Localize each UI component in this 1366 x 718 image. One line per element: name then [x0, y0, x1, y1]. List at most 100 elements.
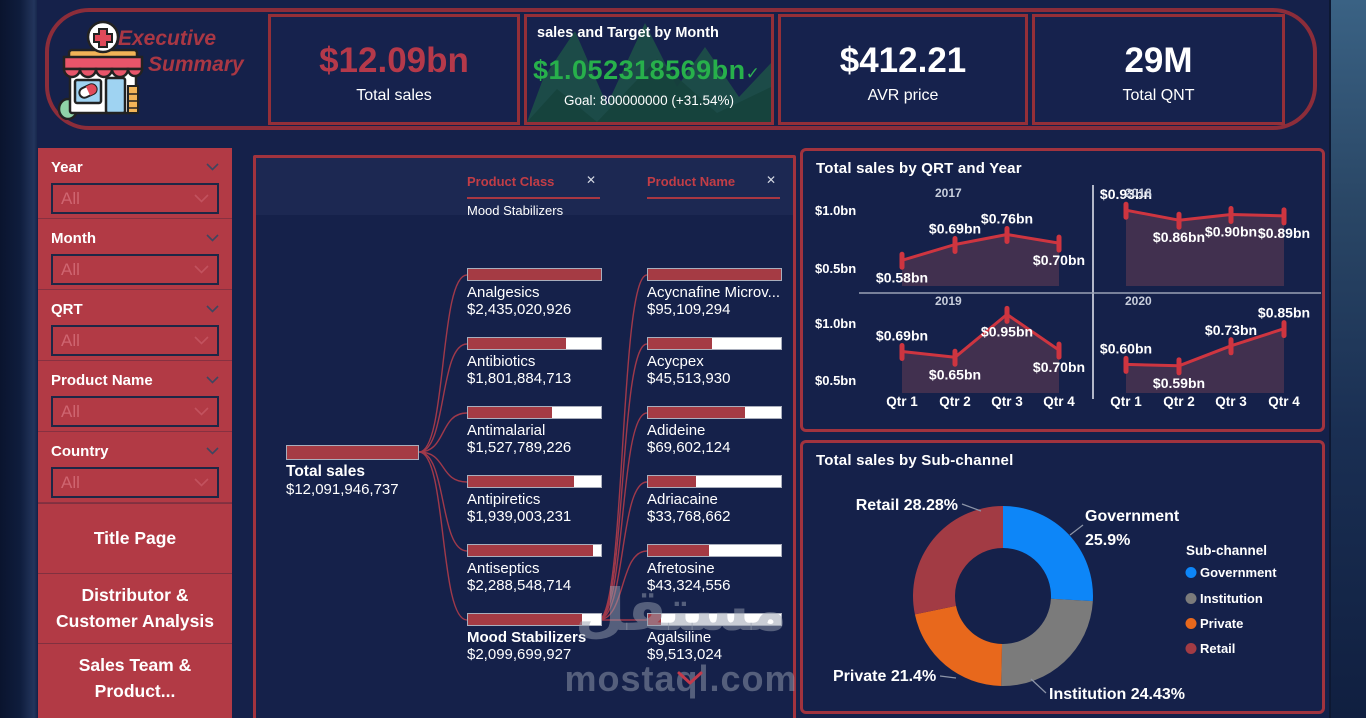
- svg-text:$0.93bn: $0.93bn: [1100, 186, 1152, 202]
- filter-sidebar: Year All Month All QRT All Product Name All Coun…: [38, 148, 232, 718]
- slicer-value: All: [61, 472, 80, 492]
- tree-node-bar: [467, 268, 602, 281]
- close-icon[interactable]: ✕: [766, 173, 777, 187]
- sales-target-goal: Goal: 800000000 (+31.54%): [563, 93, 734, 108]
- sub-channel-donut-chart[interactable]: Retail 28.28% Government 25.9% Private 21.4…: [803, 443, 1322, 709]
- svg-text:$0.65bn: $0.65bn: [929, 366, 981, 382]
- legend-swatch-private[interactable]: [1185, 618, 1197, 629]
- legend-swatch-government[interactable]: [1185, 567, 1197, 578]
- tree-node-name: Antiseptics: [467, 560, 540, 577]
- svg-text:$0.95bn: $0.95bn: [981, 323, 1033, 339]
- legend-swatch-retail[interactable]: [1185, 643, 1197, 654]
- svg-text:$0.86bn: $0.86bn: [1153, 229, 1205, 245]
- svg-text:$0.5bn: $0.5bn: [815, 373, 856, 388]
- chevron-down-icon[interactable]: [206, 376, 219, 384]
- expand-level-chevron-icon[interactable]: [676, 670, 704, 688]
- tree-node-value: $33,768,662: [647, 508, 731, 525]
- tree-node-antibiotics[interactable]: Antibiotics $1,801,884,713: [467, 337, 602, 387]
- total-sales-value: $12.09bn: [319, 41, 469, 80]
- svg-text:$1.0bn: $1.0bn: [815, 203, 856, 218]
- tree-node-antiseptics[interactable]: Antiseptics $2,288,548,714: [467, 544, 602, 594]
- slicer-dropdown[interactable]: All: [51, 183, 219, 214]
- slicer-value: All: [61, 401, 80, 421]
- svg-text:Qtr 1: Qtr 1: [886, 394, 918, 409]
- tree-node-name: Antimalarial: [467, 422, 546, 439]
- chevron-down-icon: [194, 194, 209, 203]
- tree-node-name: Adideine: [647, 422, 706, 439]
- left-edge-strip: [0, 0, 37, 718]
- slicer-value: All: [61, 188, 80, 208]
- slicer-dropdown[interactable]: All: [51, 467, 219, 498]
- tree-node-afretosine[interactable]: Afretosine $43,324,556: [647, 544, 782, 594]
- total-qnt-value: 29M: [1124, 41, 1193, 80]
- svg-text:Private 21.4%: Private 21.4%: [833, 668, 936, 685]
- tree-node-bar: [467, 337, 602, 350]
- right-edge-strip: [1329, 0, 1366, 718]
- tree-connectors: [418, 274, 648, 621]
- svg-text:$0.60bn: $0.60bn: [1100, 340, 1152, 356]
- tree-node-analgesics[interactable]: Analgesics $2,435,020,926: [467, 268, 602, 318]
- tree-node-bar: [467, 544, 602, 557]
- tree-node-adideine[interactable]: Adideine $69,602,124: [647, 406, 782, 456]
- tree-node-antimalarial[interactable]: Antimalarial $1,527,789,226: [467, 406, 602, 456]
- tree-node-acycnafine-microv[interactable]: Acycnafine Microv... $95,109,294: [647, 268, 782, 318]
- header-frame: [45, 8, 1317, 130]
- qrt-chart-title: Total sales by QRT and Year: [816, 160, 1022, 177]
- chevron-down-icon[interactable]: [206, 234, 219, 242]
- slicer-dropdown[interactable]: All: [51, 325, 219, 356]
- tree-node-value: $1,939,003,231: [467, 508, 572, 525]
- donut-slice-private[interactable]: [914, 605, 1003, 686]
- svg-text:Qtr 2: Qtr 2: [1163, 394, 1195, 409]
- pharmacy-logo-icon: [57, 20, 149, 120]
- tree-node-acycpex[interactable]: Acycpex $45,513,930: [647, 337, 782, 387]
- slicer-label: QRT: [51, 300, 83, 318]
- qrt-year-chart-panel: Total sales by QRT and Year $0.58bn $0.69…: [800, 148, 1325, 432]
- close-icon[interactable]: ✕: [586, 173, 597, 187]
- tree-node-total-sales[interactable]: Total sales $12,091,946,737: [286, 445, 419, 498]
- chevron-down-icon: [194, 407, 209, 416]
- nav-button-distributor-customer-analysis[interactable]: Distributor & Customer Analysis: [38, 573, 232, 643]
- tree-node-value: $69,602,124: [647, 439, 731, 456]
- svg-text:Private: Private: [1200, 616, 1243, 631]
- nav-button-title-page[interactable]: Title Page: [38, 503, 232, 573]
- report-title-line2: Summary: [148, 53, 244, 76]
- tree-node-agalsiline[interactable]: Agalsiline $9,513,024: [647, 613, 782, 663]
- svg-text:2020: 2020: [1125, 294, 1152, 308]
- tree-node-name: Acycpex: [647, 353, 704, 370]
- svg-text:Retail 28.28%: Retail 28.28%: [856, 497, 958, 514]
- slicer-dropdown[interactable]: All: [51, 396, 219, 427]
- chevron-down-icon[interactable]: [206, 163, 219, 171]
- donut-slice-retail[interactable]: [913, 506, 1003, 615]
- svg-text:$0.5bn: $0.5bn: [815, 261, 856, 276]
- slicer-list: Year All Month All QRT All Product Name All Coun…: [38, 148, 232, 503]
- tree-node-antipiretics[interactable]: Antipiretics $1,939,003,231: [467, 475, 602, 525]
- svg-text:2018: 2018: [1125, 186, 1152, 200]
- tree-node-mood-stabilizers[interactable]: Mood Stabilizers $2,099,699,927: [467, 613, 602, 663]
- tree-node-name: Afretosine: [647, 560, 715, 577]
- kpi-card-total-sales: $12.09bn Total sales: [268, 14, 520, 125]
- slicer-year: Year All: [38, 148, 232, 219]
- donut-slice-government[interactable]: [1003, 506, 1093, 602]
- tree-node-bar: [647, 613, 782, 626]
- svg-text:$0.70bn: $0.70bn: [1033, 252, 1085, 268]
- svg-text:Qtr 1: Qtr 1: [1110, 394, 1142, 409]
- legend-swatch-institution[interactable]: [1185, 593, 1197, 604]
- slicer-dropdown[interactable]: All: [51, 254, 219, 285]
- avr-price-label: AVR price: [867, 87, 939, 104]
- tree-node-adriacaine[interactable]: Adriacaine $33,768,662: [647, 475, 782, 525]
- tree-node-value: $1,801,884,713: [467, 370, 572, 387]
- svg-text:Institution: Institution: [1200, 591, 1263, 606]
- tree-node-name: Agalsiline: [647, 629, 712, 646]
- nav-button-sales-team-product[interactable]: Sales Team & Product...: [38, 643, 232, 713]
- tree-node-value: $1,527,789,226: [467, 439, 572, 456]
- svg-text:Institution 24.43%: Institution 24.43%: [1049, 686, 1185, 703]
- chevron-down-icon[interactable]: [206, 305, 219, 313]
- tree-node-bar: [647, 406, 782, 419]
- donut-slice-institution[interactable]: [1001, 598, 1093, 686]
- tree-column-underline: [647, 197, 780, 199]
- svg-text:Retail: Retail: [1200, 641, 1235, 656]
- chevron-down-icon[interactable]: [206, 447, 219, 455]
- svg-text:Qtr 4: Qtr 4: [1043, 394, 1075, 409]
